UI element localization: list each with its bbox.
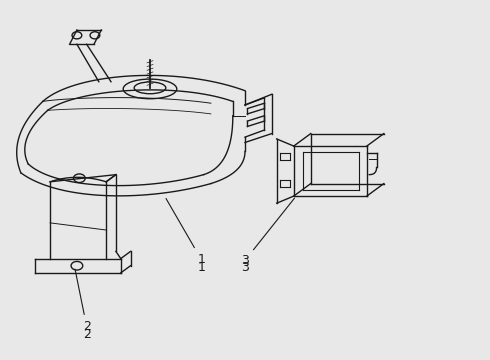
Text: 2: 2: [83, 328, 91, 341]
Text: 3: 3: [241, 198, 294, 267]
Text: 1: 1: [197, 261, 205, 274]
Text: 1: 1: [166, 198, 205, 266]
Text: 2: 2: [75, 269, 91, 333]
Text: 3: 3: [241, 261, 249, 274]
